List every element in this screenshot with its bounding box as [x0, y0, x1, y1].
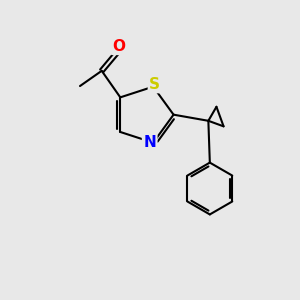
Text: N: N [143, 135, 156, 150]
Text: O: O [112, 39, 125, 54]
Text: S: S [149, 77, 160, 92]
